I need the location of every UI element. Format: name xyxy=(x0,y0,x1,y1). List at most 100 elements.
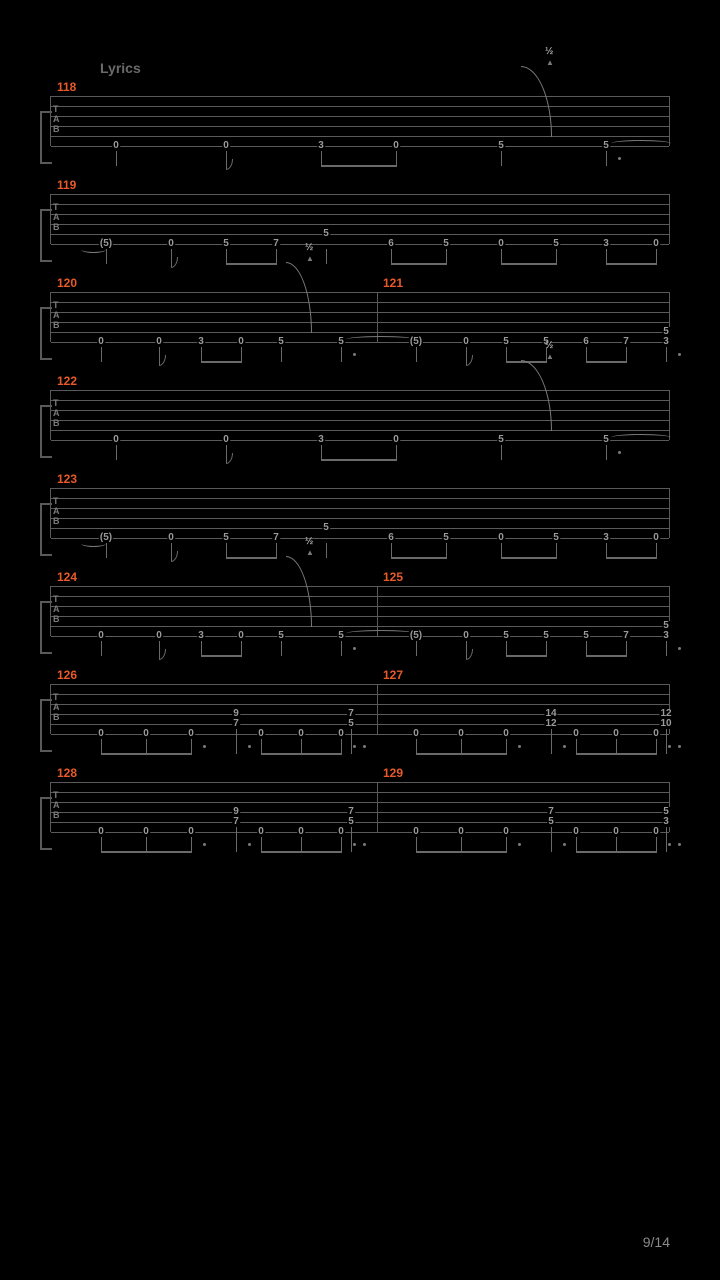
bar-number: 129 xyxy=(383,766,403,780)
fret-number: 0 xyxy=(222,435,230,445)
fret-number: 5 xyxy=(222,533,230,543)
fret-number: 0 xyxy=(497,239,505,249)
fret-number: 5 xyxy=(442,239,450,249)
fret-number: 5 xyxy=(222,239,230,249)
fret-number: 3 xyxy=(197,631,205,641)
fret-number: 0 xyxy=(412,827,420,837)
fret-number: 3 xyxy=(602,533,610,543)
fret-number: 3 xyxy=(602,239,610,249)
fret-number: 0 xyxy=(112,141,120,151)
fret-number: 5 xyxy=(552,533,560,543)
bend-label: ½ xyxy=(305,242,313,253)
staff-system: TAB123(5)0576505305 xyxy=(50,488,670,538)
fret-number: 0 xyxy=(612,827,620,837)
fret-number: 7 xyxy=(232,817,240,827)
tab-clef: TAB xyxy=(53,496,60,526)
bar-number: 120 xyxy=(57,276,77,290)
bar-number: 128 xyxy=(57,766,77,780)
fret-number: 9 xyxy=(232,709,240,719)
bar-number: 126 xyxy=(57,668,77,682)
fret-number: (5) xyxy=(99,533,113,543)
fret-number: 0 xyxy=(297,827,305,837)
fret-number: 5 xyxy=(547,817,555,827)
staff-system: TAB120121▲½003055(5)0556753 xyxy=(50,292,670,342)
staff-system: TAB119(5)0576505305 xyxy=(50,194,670,244)
staff-system: TAB126127000000000000751210971412 xyxy=(50,684,670,734)
bend-label: ½ xyxy=(545,46,553,57)
fret-number: 5 xyxy=(347,719,355,729)
bar-number: 123 xyxy=(57,472,77,486)
fret-number: 0 xyxy=(572,827,580,837)
fret-number: 0 xyxy=(392,141,400,151)
fret-number: 5 xyxy=(602,435,610,445)
bend-label: ½ xyxy=(545,340,553,351)
fret-number: 0 xyxy=(187,827,195,837)
fret-number: 0 xyxy=(337,827,345,837)
bar-number: 118 xyxy=(57,80,76,94)
fret-number: 5 xyxy=(442,533,450,543)
fret-number: 5 xyxy=(542,631,550,641)
fret-number: 0 xyxy=(462,631,470,641)
fret-number: 7 xyxy=(272,239,280,249)
page-number: 9/14 xyxy=(643,1234,670,1250)
fret-number: 0 xyxy=(392,435,400,445)
fret-number: 5 xyxy=(662,807,670,817)
fret-number: 5 xyxy=(502,337,510,347)
staff-system: TAB12812900000000000075539775 xyxy=(50,782,670,832)
fret-number: 0 xyxy=(457,729,465,739)
bar-number: 121 xyxy=(383,276,403,290)
fret-number: 7 xyxy=(272,533,280,543)
bar-number: 127 xyxy=(383,668,403,682)
fret-number: 0 xyxy=(112,435,120,445)
fret-number: 3 xyxy=(197,337,205,347)
fret-number: 7 xyxy=(622,337,630,347)
tab-clef: TAB xyxy=(53,398,60,428)
fret-number: 3 xyxy=(662,817,670,827)
fret-number: 5 xyxy=(347,817,355,827)
fret-number: 0 xyxy=(652,533,660,543)
tab-clef: TAB xyxy=(53,202,60,232)
fret-number: 3 xyxy=(662,337,670,347)
bar-number: 119 xyxy=(57,178,76,192)
fret-number: 0 xyxy=(502,729,510,739)
fret-number: 7 xyxy=(547,807,555,817)
fret-number: 0 xyxy=(652,729,660,739)
fret-number: 6 xyxy=(582,337,590,347)
fret-number: 0 xyxy=(337,729,345,739)
fret-number: 5 xyxy=(337,631,345,641)
fret-number: 0 xyxy=(257,827,265,837)
fret-number: (5) xyxy=(409,337,423,347)
fret-number: 6 xyxy=(387,533,395,543)
fret-number: 0 xyxy=(502,827,510,837)
fret-number: 0 xyxy=(97,729,105,739)
tab-clef: TAB xyxy=(53,300,60,330)
fret-number: 5 xyxy=(552,239,560,249)
fret-number: 7 xyxy=(347,807,355,817)
fret-number: 0 xyxy=(142,827,150,837)
fret-number: 3 xyxy=(317,435,325,445)
fret-number: 0 xyxy=(412,729,420,739)
staff-system: TAB124125▲½003055(5)0555753 xyxy=(50,586,670,636)
fret-number: 0 xyxy=(167,239,175,249)
fret-number: 0 xyxy=(167,533,175,543)
fret-number: 0 xyxy=(237,631,245,641)
fret-number: 5 xyxy=(337,337,345,347)
fret-number: 5 xyxy=(502,631,510,641)
fret-number: 0 xyxy=(297,729,305,739)
fret-number: (5) xyxy=(409,631,423,641)
fret-number: 5 xyxy=(497,141,505,151)
fret-number: 5 xyxy=(322,229,330,239)
staff-system: TAB122▲½003055 xyxy=(50,390,670,440)
bar-number: 125 xyxy=(383,570,403,584)
fret-number: 5 xyxy=(497,435,505,445)
fret-number: 0 xyxy=(497,533,505,543)
fret-number: 5 xyxy=(602,141,610,151)
fret-number: 0 xyxy=(97,827,105,837)
tab-clef: TAB xyxy=(53,692,60,722)
fret-number: 3 xyxy=(317,141,325,151)
fret-number: 0 xyxy=(97,631,105,641)
tab-systems: TAB118▲½003055TAB119(5)0576505305TAB1201… xyxy=(50,96,670,832)
fret-number: 5 xyxy=(322,523,330,533)
fret-number: 0 xyxy=(187,729,195,739)
fret-number: 7 xyxy=(622,631,630,641)
